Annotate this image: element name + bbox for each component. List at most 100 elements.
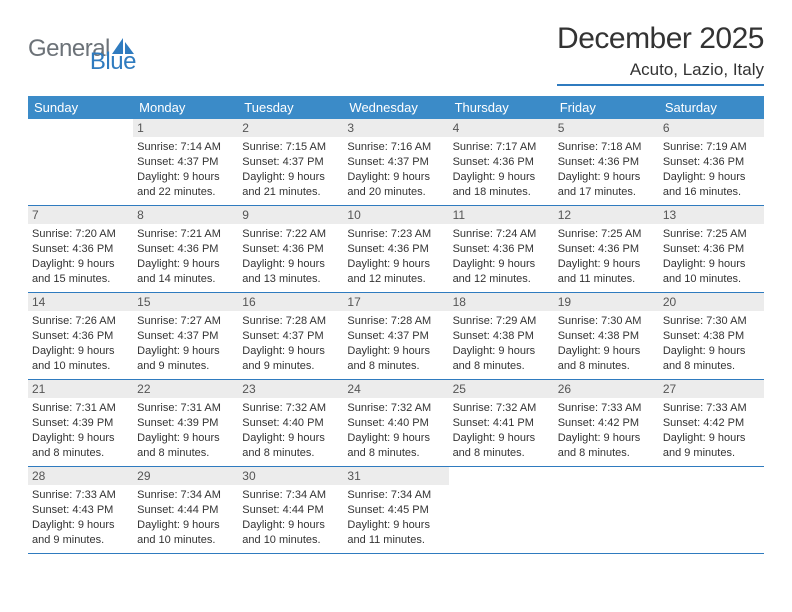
logo: General Blue (28, 22, 136, 76)
day-number: 8 (133, 206, 238, 224)
sunset-line: Sunset: 4:37 PM (347, 155, 444, 170)
calendar-day-empty (554, 467, 659, 553)
calendar-day: 21 Sunrise: 7:31 AMSunset: 4:39 PMDayligh… (28, 380, 133, 466)
day-number (449, 467, 554, 485)
sunrise-line: Sunrise: 7:33 AM (558, 401, 655, 416)
sunrise-line: Sunrise: 7:34 AM (242, 488, 339, 503)
sunset-line: Sunset: 4:36 PM (453, 242, 550, 257)
sunset-line: Sunset: 4:41 PM (453, 416, 550, 431)
calendar-day: 17Sunrise: 7:28 AMSunset: 4:37 PMDayligh… (343, 293, 448, 379)
daylight-line: Daylight: 9 hours and 8 minutes. (453, 431, 550, 461)
daylight-line: Daylight: 9 hours and 10 minutes. (663, 257, 760, 287)
calendar-week: 7Sunrise: 7:20 AMSunset: 4:36 PMDaylight… (28, 206, 764, 293)
calendar-day: 16Sunrise: 7:28 AMSunset: 4:37 PMDayligh… (238, 293, 343, 379)
daylight-line: Daylight: 9 hours and 9 minutes. (32, 518, 129, 548)
daylight-line: Daylight: 9 hours and 8 minutes. (347, 431, 444, 461)
day-number: 5 (554, 119, 659, 137)
sunset-line: Sunset: 4:38 PM (663, 329, 760, 344)
calendar-day: 7Sunrise: 7:20 AMSunset: 4:36 PMDaylight… (28, 206, 133, 292)
calendar-day: 3Sunrise: 7:16 AMSunset: 4:37 PMDaylight… (343, 119, 448, 205)
calendar-day: 12Sunrise: 7:25 AMSunset: 4:36 PMDayligh… (554, 206, 659, 292)
daylight-line: Daylight: 9 hours and 8 minutes. (32, 431, 129, 461)
sunset-line: Sunset: 4:43 PM (32, 503, 129, 518)
day-number: 3 (343, 119, 448, 137)
sunrise-line: Sunrise: 7:22 AM (242, 227, 339, 242)
calendar-week: 28Sunrise: 7:33 AMSunset: 4:43 PMDayligh… (28, 467, 764, 554)
day-number: 13 (659, 206, 764, 224)
daylight-line: Daylight: 9 hours and 10 minutes. (32, 344, 129, 374)
day-number (28, 119, 133, 137)
weekday-header: Friday (554, 96, 659, 119)
day-number: 25 (449, 380, 554, 398)
day-number: 15 (133, 293, 238, 311)
sunrise-line: Sunrise: 7:26 AM (32, 314, 129, 329)
day-number: 29 (133, 467, 238, 485)
sunrise-line: Sunrise: 7:31 AM (32, 401, 129, 416)
calendar-day: 18Sunrise: 7:29 AMSunset: 4:38 PMDayligh… (449, 293, 554, 379)
day-number: 23 (238, 380, 343, 398)
daylight-line: Daylight: 9 hours and 11 minutes. (558, 257, 655, 287)
calendar-day: 13Sunrise: 7:25 AMSunset: 4:36 PMDayligh… (659, 206, 764, 292)
daylight-line: Daylight: 9 hours and 15 minutes. (32, 257, 129, 287)
calendar-day-empty (659, 467, 764, 553)
sunset-line: Sunset: 4:39 PM (137, 416, 234, 431)
daylight-line: Daylight: 9 hours and 11 minutes. (347, 518, 444, 548)
day-number: 6 (659, 119, 764, 137)
day-number: 16 (238, 293, 343, 311)
sunset-line: Sunset: 4:36 PM (663, 242, 760, 257)
calendar-day: 26Sunrise: 7:33 AMSunset: 4:42 PMDayligh… (554, 380, 659, 466)
sunrise-line: Sunrise: 7:32 AM (453, 401, 550, 416)
sunset-line: Sunset: 4:37 PM (242, 329, 339, 344)
calendar-day: 15Sunrise: 7:27 AMSunset: 4:37 PMDayligh… (133, 293, 238, 379)
day-number: 21 (28, 380, 133, 398)
calendar-day: 19Sunrise: 7:30 AMSunset: 4:38 PMDayligh… (554, 293, 659, 379)
sunset-line: Sunset: 4:36 PM (558, 242, 655, 257)
day-number: 30 (238, 467, 343, 485)
day-number: 22 (133, 380, 238, 398)
sunset-line: Sunset: 4:42 PM (558, 416, 655, 431)
daylight-line: Daylight: 9 hours and 12 minutes. (347, 257, 444, 287)
sunrise-line: Sunrise: 7:32 AM (242, 401, 339, 416)
daylight-line: Daylight: 9 hours and 22 minutes. (137, 170, 234, 200)
calendar-day: 22Sunrise: 7:31 AMSunset: 4:39 PMDayligh… (133, 380, 238, 466)
day-number: 17 (343, 293, 448, 311)
calendar-week: 14Sunrise: 7:26 AMSunset: 4:36 PMDayligh… (28, 293, 764, 380)
sunrise-line: Sunrise: 7:18 AM (558, 140, 655, 155)
sunrise-line: Sunrise: 7:34 AM (137, 488, 234, 503)
daylight-line: Daylight: 9 hours and 9 minutes. (242, 344, 339, 374)
daylight-line: Daylight: 9 hours and 17 minutes. (558, 170, 655, 200)
day-number: 27 (659, 380, 764, 398)
sunset-line: Sunset: 4:36 PM (453, 155, 550, 170)
sunrise-line: Sunrise: 7:24 AM (453, 227, 550, 242)
header: General Blue December 2025 Acuto, Lazio,… (28, 22, 764, 86)
calendar-day: 11Sunrise: 7:24 AMSunset: 4:36 PMDayligh… (449, 206, 554, 292)
daylight-line: Daylight: 9 hours and 8 minutes. (558, 431, 655, 461)
calendar-day: 23Sunrise: 7:32 AMSunset: 4:40 PMDayligh… (238, 380, 343, 466)
sunset-line: Sunset: 4:36 PM (137, 242, 234, 257)
sunset-line: Sunset: 4:36 PM (347, 242, 444, 257)
sunrise-line: Sunrise: 7:16 AM (347, 140, 444, 155)
calendar-day: 1Sunrise: 7:14 AMSunset: 4:37 PMDaylight… (133, 119, 238, 205)
weekday-header: Tuesday (238, 96, 343, 119)
daylight-line: Daylight: 9 hours and 8 minutes. (558, 344, 655, 374)
sunset-line: Sunset: 4:37 PM (347, 329, 444, 344)
daylight-line: Daylight: 9 hours and 8 minutes. (242, 431, 339, 461)
sunset-line: Sunset: 4:36 PM (242, 242, 339, 257)
day-number: 11 (449, 206, 554, 224)
sunrise-line: Sunrise: 7:25 AM (558, 227, 655, 242)
sunset-line: Sunset: 4:37 PM (137, 155, 234, 170)
sunset-line: Sunset: 4:36 PM (32, 329, 129, 344)
calendar-day: 20Sunrise: 7:30 AMSunset: 4:38 PMDayligh… (659, 293, 764, 379)
sunset-line: Sunset: 4:45 PM (347, 503, 444, 518)
day-number: 31 (343, 467, 448, 485)
logo-word-2: Blue (90, 48, 136, 76)
sunrise-line: Sunrise: 7:32 AM (347, 401, 444, 416)
day-number: 18 (449, 293, 554, 311)
weekday-header: Sunday (28, 96, 133, 119)
calendar-day: 6Sunrise: 7:19 AMSunset: 4:36 PMDaylight… (659, 119, 764, 205)
weekday-header-row: SundayMondayTuesdayWednesdayThursdayFrid… (28, 96, 764, 119)
calendar-week: 21Sunrise: 7:31 AMSunset: 4:39 PMDayligh… (28, 380, 764, 467)
daylight-line: Daylight: 9 hours and 8 minutes. (347, 344, 444, 374)
sunset-line: Sunset: 4:39 PM (32, 416, 129, 431)
day-number: 9 (238, 206, 343, 224)
